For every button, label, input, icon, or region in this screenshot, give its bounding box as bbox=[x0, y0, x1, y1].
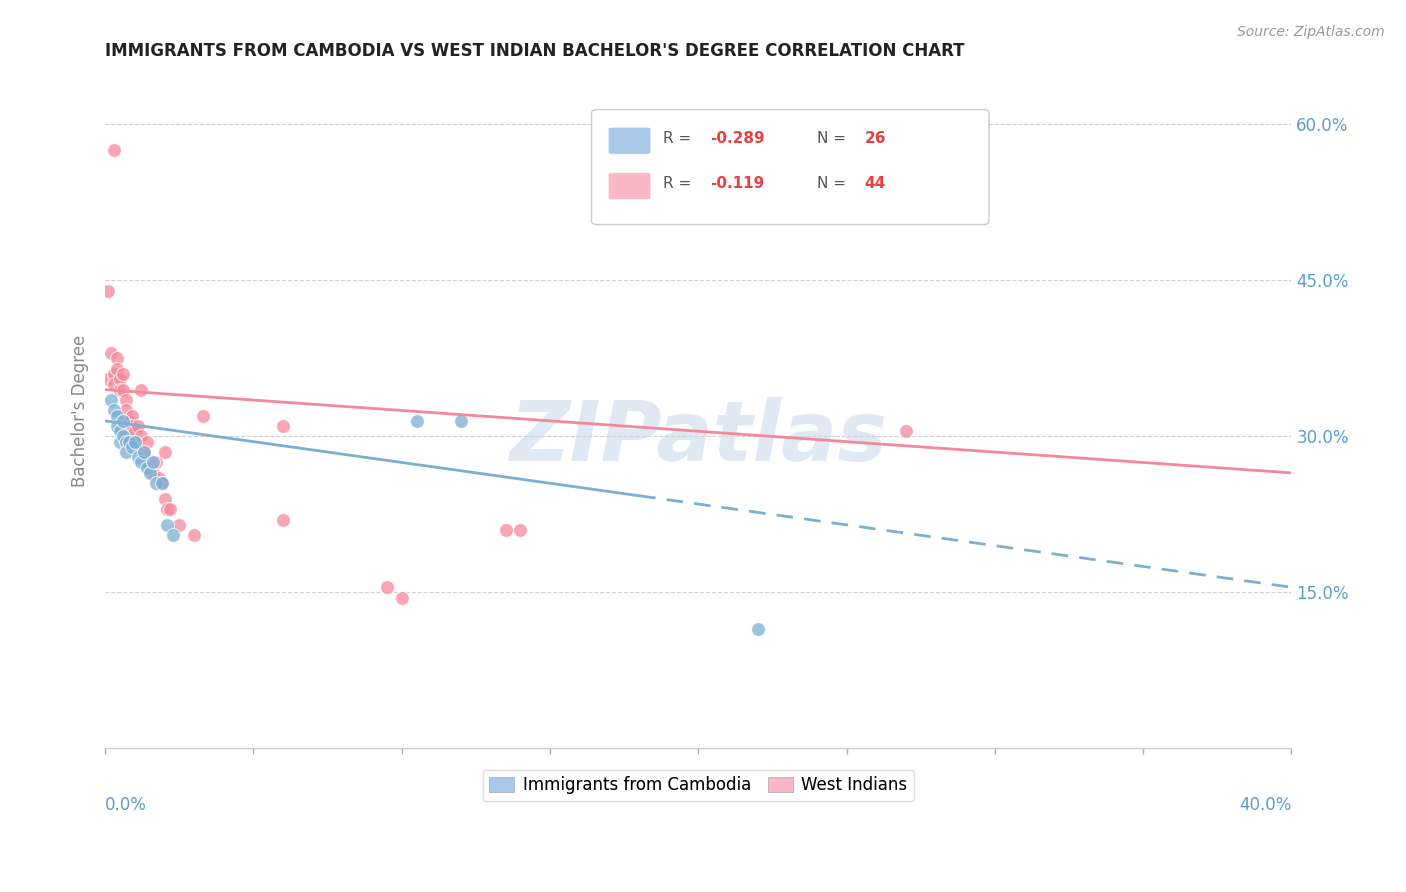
Point bbox=[169, 517, 191, 532]
Point bbox=[111, 383, 134, 397]
Point bbox=[129, 383, 152, 397]
Point bbox=[121, 409, 143, 423]
Point bbox=[495, 523, 517, 537]
Point bbox=[132, 445, 155, 459]
FancyBboxPatch shape bbox=[592, 110, 988, 225]
Y-axis label: Bachelor's Degree: Bachelor's Degree bbox=[72, 334, 89, 486]
Point bbox=[145, 476, 167, 491]
Point bbox=[271, 419, 294, 434]
Text: 40.0%: 40.0% bbox=[1239, 796, 1292, 814]
Point bbox=[124, 434, 146, 449]
Point bbox=[191, 409, 214, 423]
Point bbox=[111, 367, 134, 381]
Legend: Immigrants from Cambodia, West Indians: Immigrants from Cambodia, West Indians bbox=[482, 770, 914, 801]
Point bbox=[111, 429, 134, 443]
Point bbox=[375, 580, 398, 594]
Point bbox=[183, 528, 205, 542]
Point bbox=[142, 455, 165, 469]
Point bbox=[118, 414, 141, 428]
Point bbox=[153, 445, 176, 459]
Point bbox=[150, 476, 173, 491]
Point bbox=[127, 419, 149, 434]
Point bbox=[156, 502, 179, 516]
Point bbox=[105, 419, 128, 434]
Point bbox=[108, 372, 131, 386]
Point bbox=[108, 424, 131, 438]
Point bbox=[97, 372, 120, 386]
Point bbox=[747, 622, 769, 636]
Point bbox=[108, 383, 131, 397]
Text: ZIPatlas: ZIPatlas bbox=[509, 397, 887, 478]
Point bbox=[156, 517, 179, 532]
Point bbox=[159, 502, 181, 516]
Point bbox=[124, 424, 146, 438]
Point bbox=[103, 367, 125, 381]
Point bbox=[118, 434, 141, 449]
Point bbox=[115, 403, 138, 417]
Point bbox=[450, 414, 472, 428]
Text: 44: 44 bbox=[865, 177, 886, 192]
Point bbox=[132, 445, 155, 459]
Point bbox=[124, 434, 146, 449]
Text: N =: N = bbox=[817, 177, 846, 192]
Point bbox=[391, 591, 413, 605]
Point bbox=[111, 414, 134, 428]
Point bbox=[118, 424, 141, 438]
Point bbox=[127, 450, 149, 465]
Text: IMMIGRANTS FROM CAMBODIA VS WEST INDIAN BACHELOR'S DEGREE CORRELATION CHART: IMMIGRANTS FROM CAMBODIA VS WEST INDIAN … bbox=[105, 42, 965, 60]
Text: -0.289: -0.289 bbox=[710, 131, 765, 146]
Point bbox=[100, 346, 122, 360]
Point bbox=[100, 392, 122, 407]
Point bbox=[103, 144, 125, 158]
Point bbox=[153, 491, 176, 506]
Text: Source: ZipAtlas.com: Source: ZipAtlas.com bbox=[1237, 25, 1385, 39]
Point bbox=[135, 460, 157, 475]
Text: 26: 26 bbox=[865, 131, 886, 146]
Point bbox=[405, 414, 427, 428]
Point bbox=[145, 455, 167, 469]
Point bbox=[150, 476, 173, 491]
FancyBboxPatch shape bbox=[609, 128, 651, 154]
Text: N =: N = bbox=[817, 131, 846, 146]
Point bbox=[115, 434, 138, 449]
Point bbox=[108, 434, 131, 449]
Point bbox=[138, 460, 160, 475]
Point bbox=[105, 351, 128, 366]
Text: 0.0%: 0.0% bbox=[105, 796, 148, 814]
Point bbox=[129, 455, 152, 469]
Point bbox=[105, 362, 128, 376]
Point bbox=[121, 440, 143, 454]
Point bbox=[271, 513, 294, 527]
Point bbox=[162, 528, 184, 542]
Point bbox=[142, 466, 165, 480]
Point bbox=[105, 409, 128, 423]
Text: R =: R = bbox=[662, 131, 690, 146]
Point bbox=[115, 445, 138, 459]
Text: -0.119: -0.119 bbox=[710, 177, 765, 192]
Point bbox=[97, 284, 120, 298]
Point bbox=[135, 434, 157, 449]
Point bbox=[103, 403, 125, 417]
Point bbox=[129, 429, 152, 443]
FancyBboxPatch shape bbox=[609, 172, 651, 200]
Text: R =: R = bbox=[662, 177, 690, 192]
Point bbox=[103, 377, 125, 392]
Point bbox=[115, 392, 138, 407]
Point bbox=[148, 471, 170, 485]
Point bbox=[121, 419, 143, 434]
Point bbox=[894, 424, 917, 438]
Point bbox=[509, 523, 531, 537]
Point bbox=[138, 466, 160, 480]
